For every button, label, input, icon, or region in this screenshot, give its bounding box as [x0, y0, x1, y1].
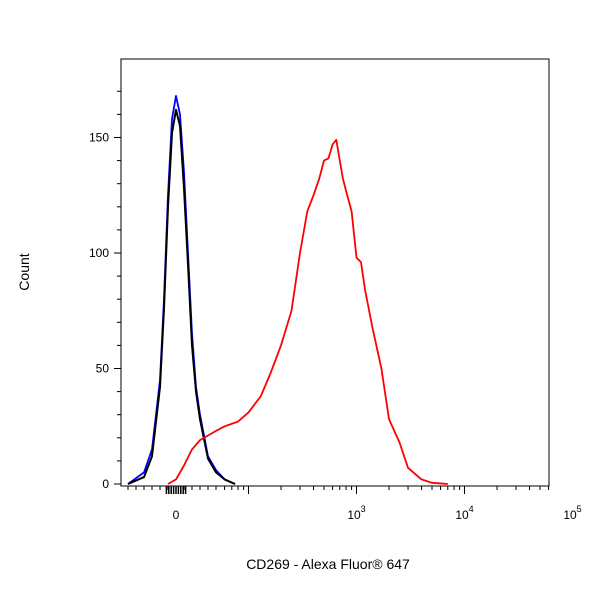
series-line-2 [167, 138, 448, 485]
y-tick-label: 50 [96, 362, 110, 376]
x-tick-label: 0 [173, 508, 180, 522]
series-layer [127, 95, 448, 485]
x-axis: 0 103 104 105 [127, 486, 582, 522]
plot-area [120, 58, 550, 487]
x-tick-label: 104 [455, 504, 473, 522]
x-tick-label: 105 [563, 504, 581, 522]
y-tick-label: 150 [89, 131, 109, 145]
x-tick-label: 103 [347, 504, 365, 522]
plot-frame [120, 58, 550, 487]
x-axis-title: CD269 - Alexa Fluor® 647 [246, 556, 410, 572]
y-axis: 0 50 100 150 [89, 90, 121, 491]
y-tick-label: 100 [89, 246, 109, 260]
series-line-1 [127, 108, 236, 485]
y-axis-title: Count [16, 253, 32, 290]
y-tick-label: 0 [102, 477, 109, 491]
